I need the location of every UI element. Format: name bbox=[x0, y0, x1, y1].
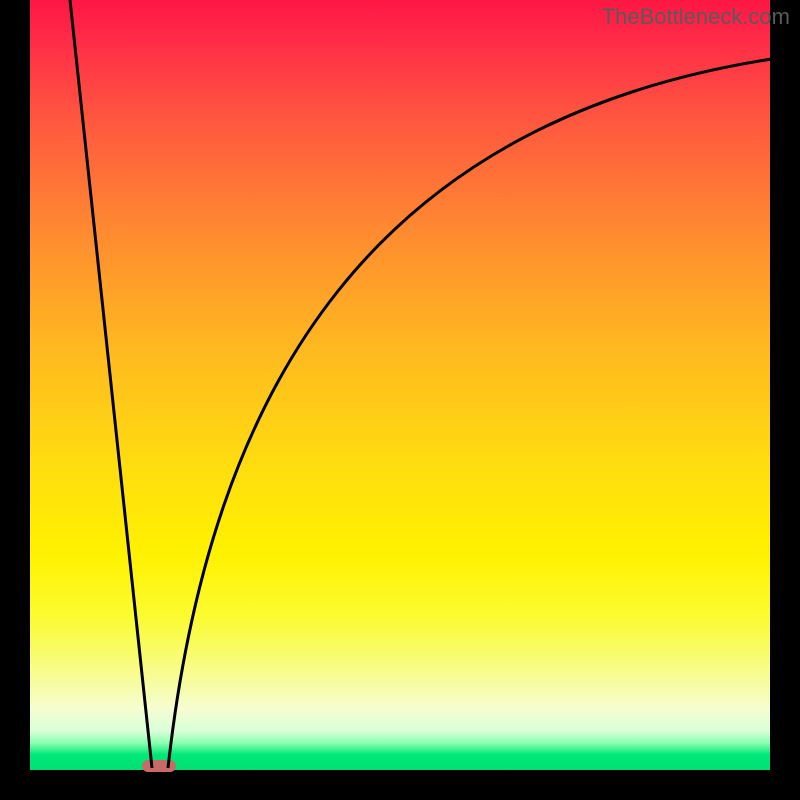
watermark-text: TheBottleneck.com bbox=[602, 4, 790, 30]
chart-svg bbox=[0, 0, 800, 800]
vertex-marker bbox=[142, 760, 176, 772]
chart-container: TheBottleneck.com bbox=[0, 0, 800, 800]
